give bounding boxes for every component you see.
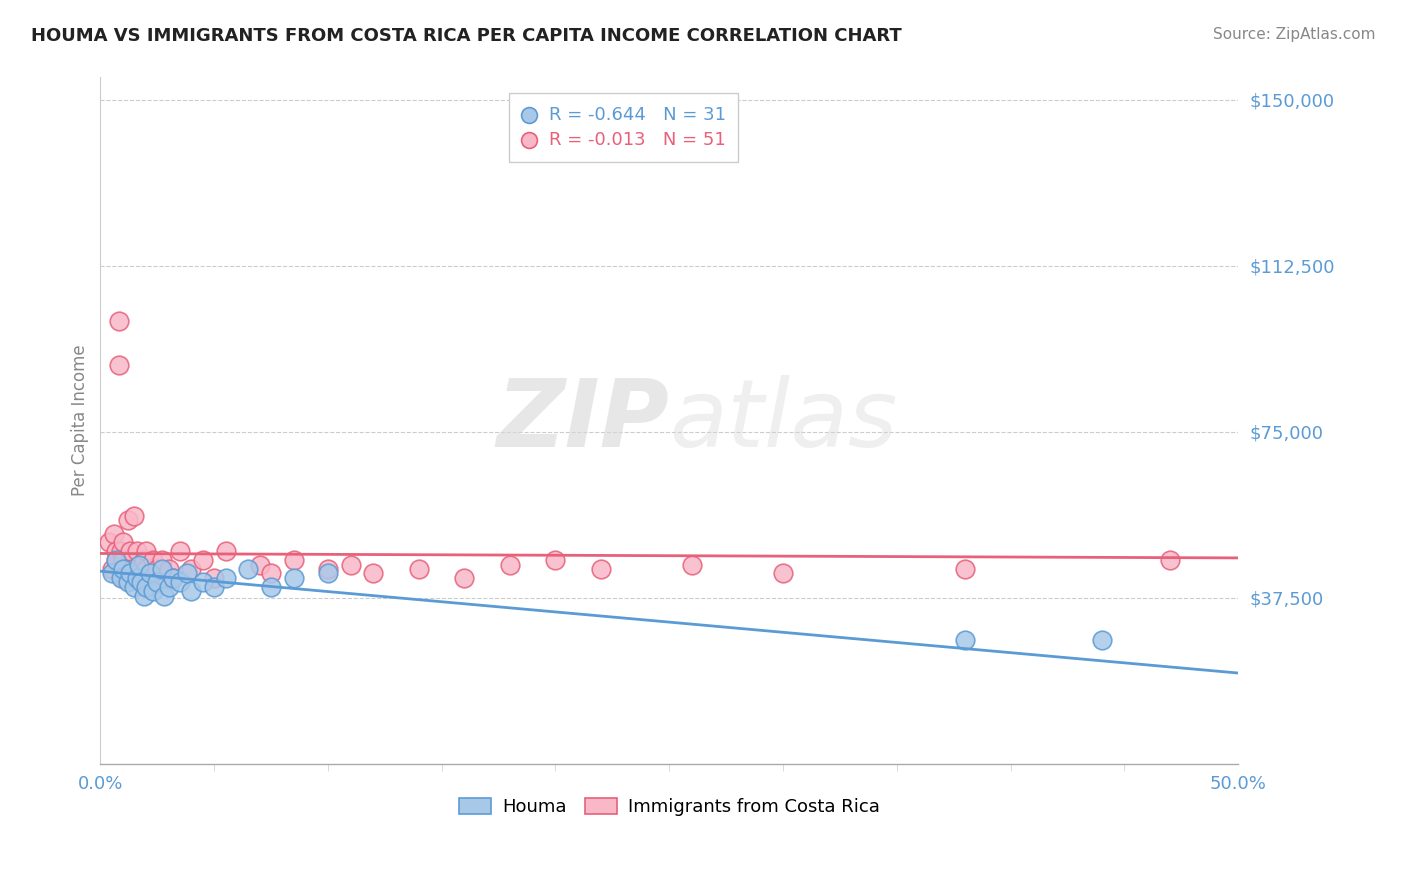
Point [135, 544, 157, 558]
Point [107, 359, 129, 373]
Point [238, 562, 260, 576]
Point [110, 571, 132, 585]
Point [98, 535, 121, 549]
Point [260, 580, 283, 594]
Point [132, 553, 155, 567]
Point [283, 571, 305, 585]
Point [103, 526, 125, 541]
Point [169, 544, 191, 558]
Point [125, 544, 148, 558]
Point [128, 562, 150, 576]
Point [117, 513, 139, 527]
Point [499, 558, 522, 572]
Point [544, 553, 567, 567]
Point [105, 553, 128, 567]
Point [363, 566, 385, 581]
Point [146, 575, 169, 590]
Point [260, 566, 283, 581]
Point [135, 580, 157, 594]
Point [772, 566, 794, 581]
Point [146, 562, 169, 576]
Point [339, 558, 361, 572]
Point [139, 571, 162, 585]
Point [131, 571, 153, 585]
Point [117, 571, 139, 585]
Point [132, 589, 155, 603]
Point [214, 571, 236, 585]
Point [153, 589, 176, 603]
Point [180, 562, 202, 576]
Point [117, 575, 139, 590]
Point [157, 562, 180, 576]
Point [169, 575, 191, 590]
Point [112, 562, 135, 576]
Point [214, 544, 236, 558]
Point [191, 553, 214, 567]
Point [124, 571, 146, 585]
Text: HOUMA VS IMMIGRANTS FROM COSTA RICA PER CAPITA INCOME CORRELATION CHART: HOUMA VS IMMIGRANTS FROM COSTA RICA PER … [31, 27, 901, 45]
Point [131, 575, 153, 590]
Point [105, 553, 128, 567]
Point [589, 562, 612, 576]
Point [118, 544, 141, 558]
Point [114, 562, 136, 576]
Point [125, 571, 148, 585]
Point [176, 566, 198, 581]
Point [121, 562, 143, 576]
Text: ZIP: ZIP [496, 375, 669, 467]
Point [100, 566, 122, 581]
Point [202, 571, 225, 585]
Legend: Houma, Immigrants from Costa Rica: Houma, Immigrants from Costa Rica [451, 790, 887, 823]
Point [142, 553, 165, 567]
Point [180, 584, 202, 599]
Point [202, 580, 225, 594]
Point [1159, 553, 1181, 567]
Point [135, 562, 157, 576]
Point [453, 571, 475, 585]
Point [112, 553, 135, 567]
Point [191, 575, 214, 590]
Point [157, 580, 180, 594]
Point [150, 553, 173, 567]
Point [162, 571, 184, 585]
Point [100, 562, 122, 576]
Point [953, 632, 976, 647]
Point [112, 571, 135, 585]
Point [110, 544, 132, 558]
Point [118, 566, 141, 581]
Point [150, 562, 173, 576]
Text: atlas: atlas [669, 376, 897, 467]
Point [681, 558, 703, 572]
Point [112, 535, 135, 549]
Point [953, 562, 976, 576]
Y-axis label: Per Capita Income: Per Capita Income [72, 345, 89, 497]
Point [1091, 632, 1114, 647]
Point [110, 562, 132, 576]
Point [139, 566, 162, 581]
Point [124, 580, 146, 594]
Text: Source: ZipAtlas.com: Source: ZipAtlas.com [1212, 27, 1375, 42]
Point [316, 562, 339, 576]
Point [142, 584, 165, 599]
Point [283, 553, 305, 567]
Point [128, 558, 150, 572]
Point [249, 558, 271, 572]
Point [316, 566, 339, 581]
Point [124, 508, 146, 523]
Point [107, 314, 129, 328]
Point [105, 544, 128, 558]
Point [162, 571, 184, 585]
Point [408, 562, 430, 576]
